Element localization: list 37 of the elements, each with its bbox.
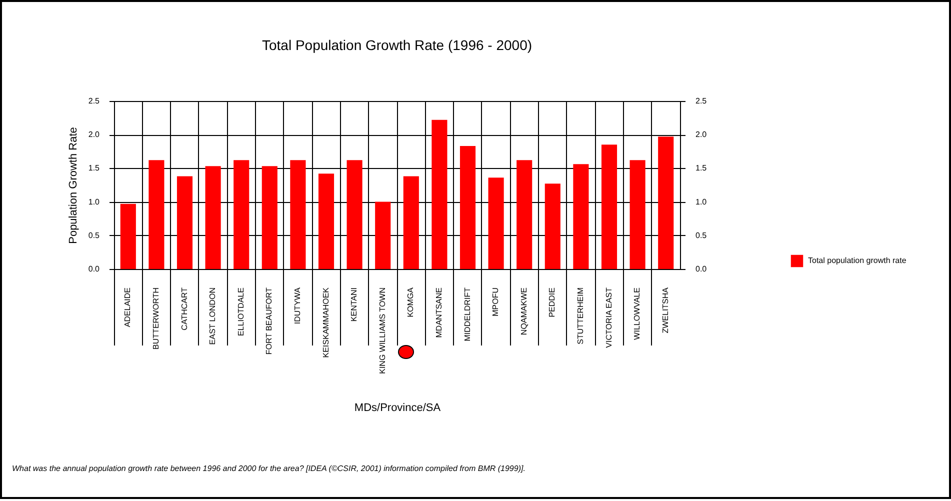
x-tick-label: STUTTERHEIM: [576, 287, 585, 344]
y-tick-label: 1.5: [88, 164, 100, 173]
legend-label: Total population growth rate: [808, 256, 907, 265]
x-tick-label: BUTTERWORTH: [151, 287, 160, 350]
x-tick-label: ADELAIDE: [123, 288, 132, 328]
x-tick-label: KOMGA: [406, 286, 416, 318]
y-tick-label: 2.5: [88, 96, 100, 106]
x-tick-label: EAST LONDON: [208, 287, 218, 345]
x-tick-label: MIDDELDRIFT: [462, 287, 472, 342]
y-tick-label: 0.5: [88, 230, 100, 240]
x-tick-label: IDUTYWA: [292, 286, 302, 324]
y2-tick-label: 1.0: [696, 197, 708, 206]
x-axis-title: MDs/Province/SA: [354, 402, 442, 414]
x-tick-label: MDANTSANE: [434, 288, 444, 338]
x-tick-label: KEISKAMMAHOEK: [321, 286, 330, 358]
x-tick-label: ZWELITSHA: [660, 286, 670, 334]
text: What was the annual population growth rate between 1996 and 2000 for the area? [IDEA (©CSIR, 2001) information compiled from BMR (1999)].: [12, 464, 526, 473]
y-tick-label: 2.0: [88, 130, 100, 140]
y2-tick-label: 0.5: [696, 230, 708, 240]
x-tick-label: ELLIOTDALE: [236, 288, 246, 336]
y-tick-label: 1.0: [88, 197, 100, 206]
y2-tick-label: 2.0: [696, 130, 708, 140]
x-tick-label: MPOFU: [491, 287, 500, 316]
x-tick-label: FORT BEAUFORT: [264, 287, 274, 355]
y2-tick-label: 2.5: [696, 96, 708, 106]
y-tick-label: 0.0: [88, 264, 100, 274]
y2-tick-label: 1.5: [696, 164, 708, 173]
y2-tick-label: 0.0: [696, 264, 708, 274]
x-tick-label: KING WILLIAMS TOWN: [378, 287, 387, 374]
chart-title: Total Population Growth Rate (1996 - 2000): [262, 37, 532, 53]
y-axis-title: Population Growth Rate: [67, 127, 80, 244]
x-tick-label: VICTORIA EAST: [604, 287, 614, 348]
x-tick-label: KENTANI: [350, 288, 359, 322]
x-tick-label: PEDDIE: [548, 288, 557, 318]
x-tick-label: CATHCART: [180, 287, 189, 330]
x-tick-label: NQAMAKWE: [519, 288, 528, 336]
x-tick-label: WILLOWVALE: [632, 288, 642, 340]
